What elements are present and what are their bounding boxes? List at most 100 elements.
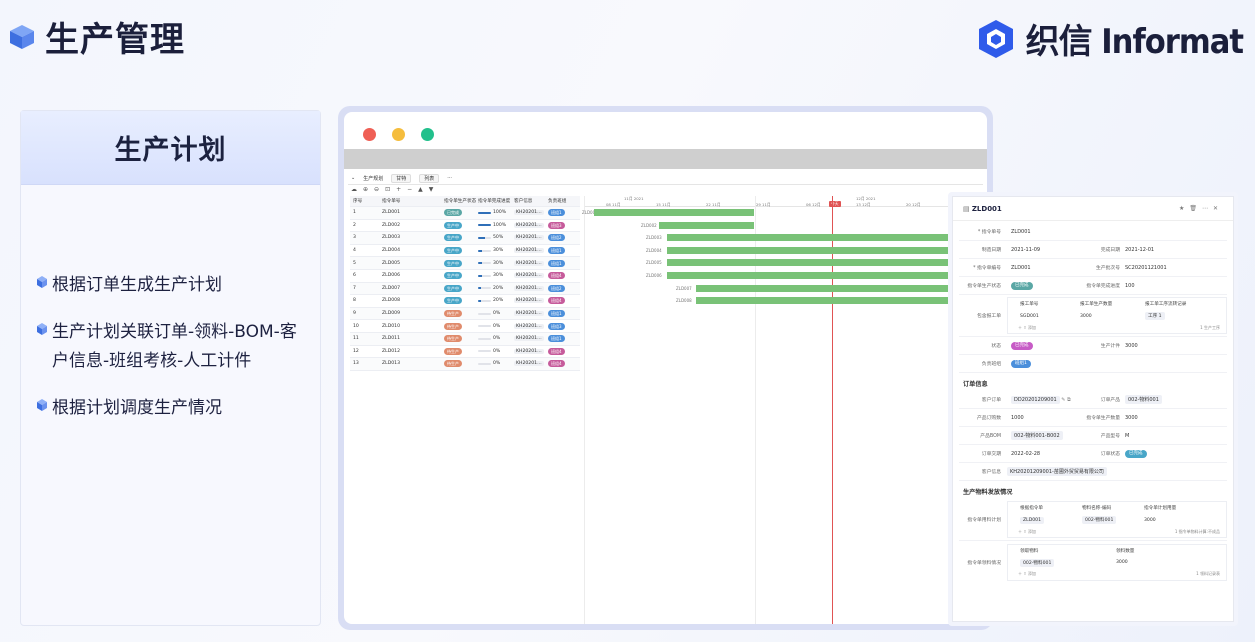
field-value[interactable]: ZLD001 xyxy=(1011,228,1031,235)
order-code[interactable]: ZLD013 xyxy=(382,361,401,367)
col-header[interactable]: 指令单号 xyxy=(382,199,401,204)
order-code[interactable]: ZLD010 xyxy=(382,323,401,329)
order-code[interactable]: ZLD003 xyxy=(382,235,401,241)
order-code[interactable]: ZLD001 xyxy=(382,210,401,216)
gantt-bar[interactable] xyxy=(667,234,957,242)
gantt-bar[interactable] xyxy=(696,284,956,292)
field-value[interactable]: 002-物料001 xyxy=(1125,395,1162,404)
table-row[interactable]: 1 ZLD001 已完成 100% KH20201… 班组1 xyxy=(350,207,580,220)
cell[interactable]: 002-物料001 xyxy=(1082,516,1117,524)
close-icon[interactable]: ✕ xyxy=(1212,205,1223,212)
status-badge[interactable]: 已完成 xyxy=(1125,449,1147,458)
status-badge[interactable]: 已完成 xyxy=(1011,281,1033,290)
status-badge[interactable]: 已完成 xyxy=(1011,341,1033,350)
order-code[interactable]: ZLD008 xyxy=(382,298,401,304)
fit-icon[interactable]: ⊡ xyxy=(385,186,391,193)
customer-chip[interactable]: KH20201… xyxy=(514,260,544,266)
cell[interactable]: 002-物料001 xyxy=(1020,558,1055,567)
more-icon[interactable]: ··· xyxy=(447,175,453,181)
upload-icon[interactable]: ⇪ xyxy=(1023,528,1027,534)
tab-list[interactable]: 列表 xyxy=(419,173,440,183)
customer-chip[interactable]: KH20201… xyxy=(514,361,544,367)
zoom-out-icon[interactable]: ⊖ xyxy=(374,186,380,193)
table-row[interactable]: 7 ZLD007 生产中 20% KH20201… 班组2 xyxy=(350,282,580,296)
table-row[interactable]: 9 ZLD009 待生产 0% KH20201… 班组1 xyxy=(350,307,580,321)
field-value[interactable]: SC20201121001 xyxy=(1125,264,1167,271)
gantt-bar[interactable] xyxy=(667,259,957,267)
field-value[interactable]: KH20201209001-苗圃外贸贸易有限公司 xyxy=(1007,467,1107,476)
order-code[interactable]: ZLD012 xyxy=(382,348,401,354)
move-up-icon[interactable]: ▲ xyxy=(418,186,423,193)
customer-chip[interactable]: KH20201… xyxy=(514,248,544,254)
gantt-bar[interactable] xyxy=(594,209,754,216)
customer-chip[interactable]: KH20201… xyxy=(514,323,544,329)
field-value[interactable]: DD20201209001 xyxy=(1011,395,1060,404)
cloud-icon[interactable]: ☁ xyxy=(351,186,357,193)
customer-chip[interactable]: KH20201… xyxy=(514,336,544,342)
add-link[interactable]: 添加 xyxy=(1027,571,1036,576)
field-value[interactable]: ZLD001 xyxy=(1011,264,1031,271)
order-code[interactable]: ZLD009 xyxy=(382,311,401,317)
order-code[interactable]: ZLD004 xyxy=(382,248,401,254)
edit-icon[interactable]: ✎ ⧉ xyxy=(1061,396,1071,403)
table-row[interactable]: 5 ZLD005 生产中 30% KH20201… 班组1 xyxy=(350,257,580,270)
col-header[interactable]: 序号 xyxy=(353,199,363,204)
customer-chip[interactable]: KH20201… xyxy=(514,273,544,279)
collapse-icon[interactable]: ⌄ xyxy=(351,175,356,181)
add-icon[interactable]: ＋ xyxy=(1018,571,1022,576)
gantt-bar[interactable] xyxy=(659,221,754,229)
field-value[interactable]: 2021-12-01 xyxy=(1125,246,1155,253)
order-code[interactable]: ZLD007 xyxy=(382,285,401,291)
table-row[interactable]: 11 ZLD011 待生产 0% KH20201… 班组1 xyxy=(350,332,580,346)
cell[interactable]: 工序 1 xyxy=(1145,312,1165,320)
more-icon[interactable]: ⋯ xyxy=(1201,205,1213,212)
move-down-icon[interactable]: ▼ xyxy=(428,186,434,193)
field-value[interactable]: M xyxy=(1125,432,1130,439)
table-row[interactable]: 2 ZLD002 生产中 100% KH20201… 班组3 xyxy=(350,220,580,233)
col-header[interactable]: 客户信息 xyxy=(514,199,533,204)
delete-icon[interactable]: 🗑 xyxy=(1189,205,1202,212)
field-value[interactable]: 2022-02-28 xyxy=(1011,450,1041,457)
col-header[interactable]: 负责班组 xyxy=(548,199,567,204)
add-link[interactable]: 添加 xyxy=(1027,528,1036,534)
table-row[interactable]: 12 ZLD012 待生产 0% KH20201… 班组4 xyxy=(350,346,580,359)
order-code[interactable]: ZLD002 xyxy=(382,222,401,228)
expand-icon[interactable]: + xyxy=(396,186,402,193)
collapse-all-icon[interactable]: − xyxy=(407,186,413,193)
field-value[interactable]: 100 xyxy=(1125,282,1135,289)
field-value[interactable]: 3000 xyxy=(1125,342,1138,349)
customer-chip[interactable]: KH20201… xyxy=(514,311,544,317)
star-icon[interactable]: ★ xyxy=(1178,205,1190,212)
team-badge[interactable]: 班组1 xyxy=(1011,359,1031,368)
add-icon[interactable]: ＋ xyxy=(1018,324,1022,330)
gantt-bar[interactable] xyxy=(667,246,957,254)
gantt-bar[interactable] xyxy=(696,297,956,305)
close-dot-icon[interactable] xyxy=(363,128,376,141)
tab-gantt[interactable]: 甘特 xyxy=(391,173,412,183)
customer-chip[interactable]: KH20201… xyxy=(514,298,544,304)
add-link[interactable]: 添加 xyxy=(1027,324,1036,330)
order-code[interactable]: ZLD011 xyxy=(382,336,401,342)
customer-chip[interactable]: KH20201… xyxy=(514,348,544,354)
cell[interactable]: SGD001 xyxy=(1020,313,1039,319)
col-header[interactable]: 指令单完成进度 xyxy=(478,199,511,204)
cell[interactable]: ZLD001 xyxy=(1020,516,1045,524)
field-value[interactable]: 2021-11-09 xyxy=(1011,246,1041,253)
customer-chip[interactable]: KH20201… xyxy=(514,285,544,291)
zoom-in-icon[interactable]: ⊕ xyxy=(363,186,369,193)
table-row[interactable]: 13 ZLD013 待生产 0% KH20201… 班组4 xyxy=(350,358,580,371)
customer-chip[interactable]: KH20201… xyxy=(514,222,544,228)
table-row[interactable]: 10 ZLD010 待生产 0% KH20201… 班组3 xyxy=(350,320,580,333)
add-icon[interactable]: ＋ xyxy=(1018,528,1022,534)
field-value[interactable]: 3000 xyxy=(1125,414,1138,421)
upload-icon[interactable]: ⇪ xyxy=(1023,571,1027,576)
maximize-dot-icon[interactable] xyxy=(421,128,434,141)
order-code[interactable]: ZLD006 xyxy=(382,273,401,279)
field-value[interactable]: 1000 xyxy=(1011,414,1024,421)
upload-icon[interactable]: ⇪ xyxy=(1023,324,1027,330)
customer-chip[interactable]: KH20201… xyxy=(514,210,544,216)
table-row[interactable]: 8 ZLD008 生产中 20% KH20201… 班组4 xyxy=(350,295,580,308)
minimize-dot-icon[interactable] xyxy=(392,128,405,141)
customer-chip[interactable]: KH20201… xyxy=(514,235,544,241)
gantt-bar[interactable] xyxy=(667,272,957,279)
